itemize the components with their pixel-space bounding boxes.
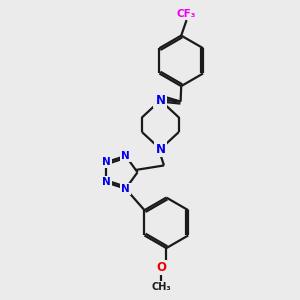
Text: CF₃: CF₃ xyxy=(177,9,196,19)
Text: CH₃: CH₃ xyxy=(151,282,171,292)
Text: N: N xyxy=(121,151,130,161)
Text: N: N xyxy=(102,177,111,188)
Text: O: O xyxy=(154,94,165,106)
Text: N: N xyxy=(155,94,165,107)
Text: O: O xyxy=(156,261,166,274)
Text: N: N xyxy=(121,184,130,194)
Text: N: N xyxy=(155,142,165,156)
Text: N: N xyxy=(102,157,111,167)
